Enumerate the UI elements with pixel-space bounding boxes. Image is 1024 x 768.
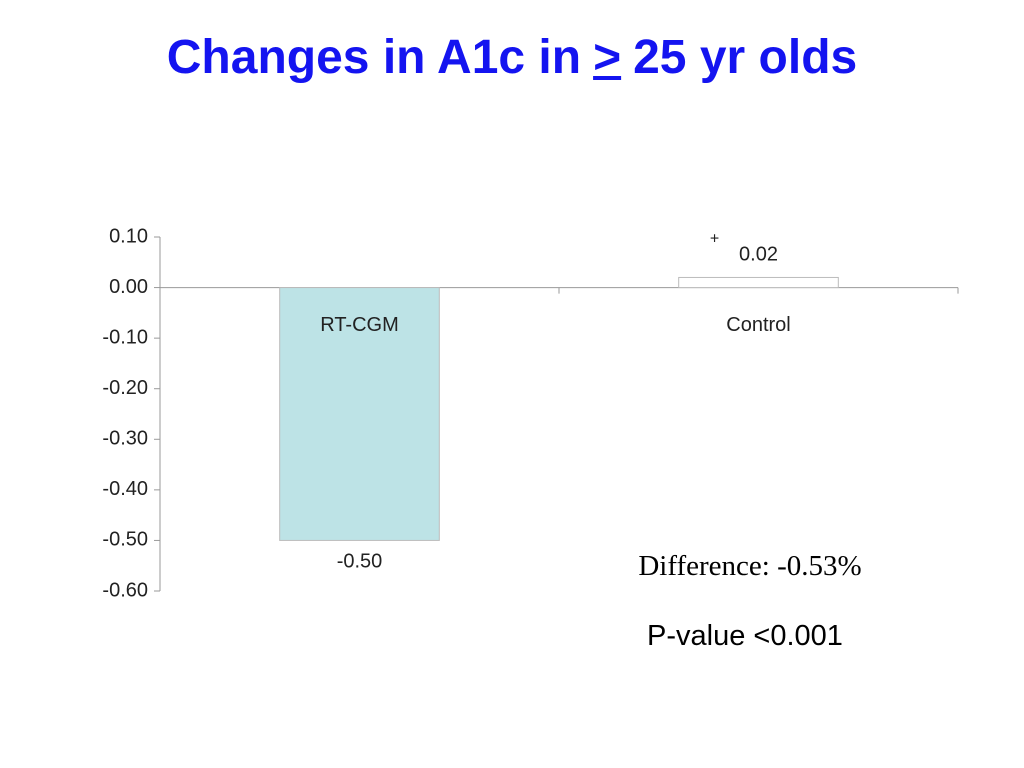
y-tick-label: -0.40 [102,478,148,500]
value-label: 0.02 [739,244,778,266]
title-part: 25 yr olds [633,31,858,84]
y-tick-label: -0.30 [102,428,148,450]
y-tick-label: -0.50 [102,529,148,551]
y-tick-label: 0.00 [109,276,148,298]
category-label: RT-CGM [320,314,399,336]
title-symbol: > [593,31,622,84]
difference-note: Difference: -0.53% [638,550,862,582]
y-tick-label: -0.60 [102,579,148,601]
value-label: -0.50 [337,551,383,573]
p-value-note: P-value <0.001 [647,620,843,652]
y-tick-label: -0.10 [102,326,148,348]
title-part: Changes in A1c in [166,31,582,84]
bar [279,287,440,541]
category-label: Control [726,314,790,336]
y-tick-label: -0.20 [102,377,148,399]
slide-title: Changes in A1c in >25 yr olds [0,31,1024,85]
plus-mark: + [710,231,719,248]
bar [678,276,839,289]
y-tick-label: 0.10 [109,225,148,247]
